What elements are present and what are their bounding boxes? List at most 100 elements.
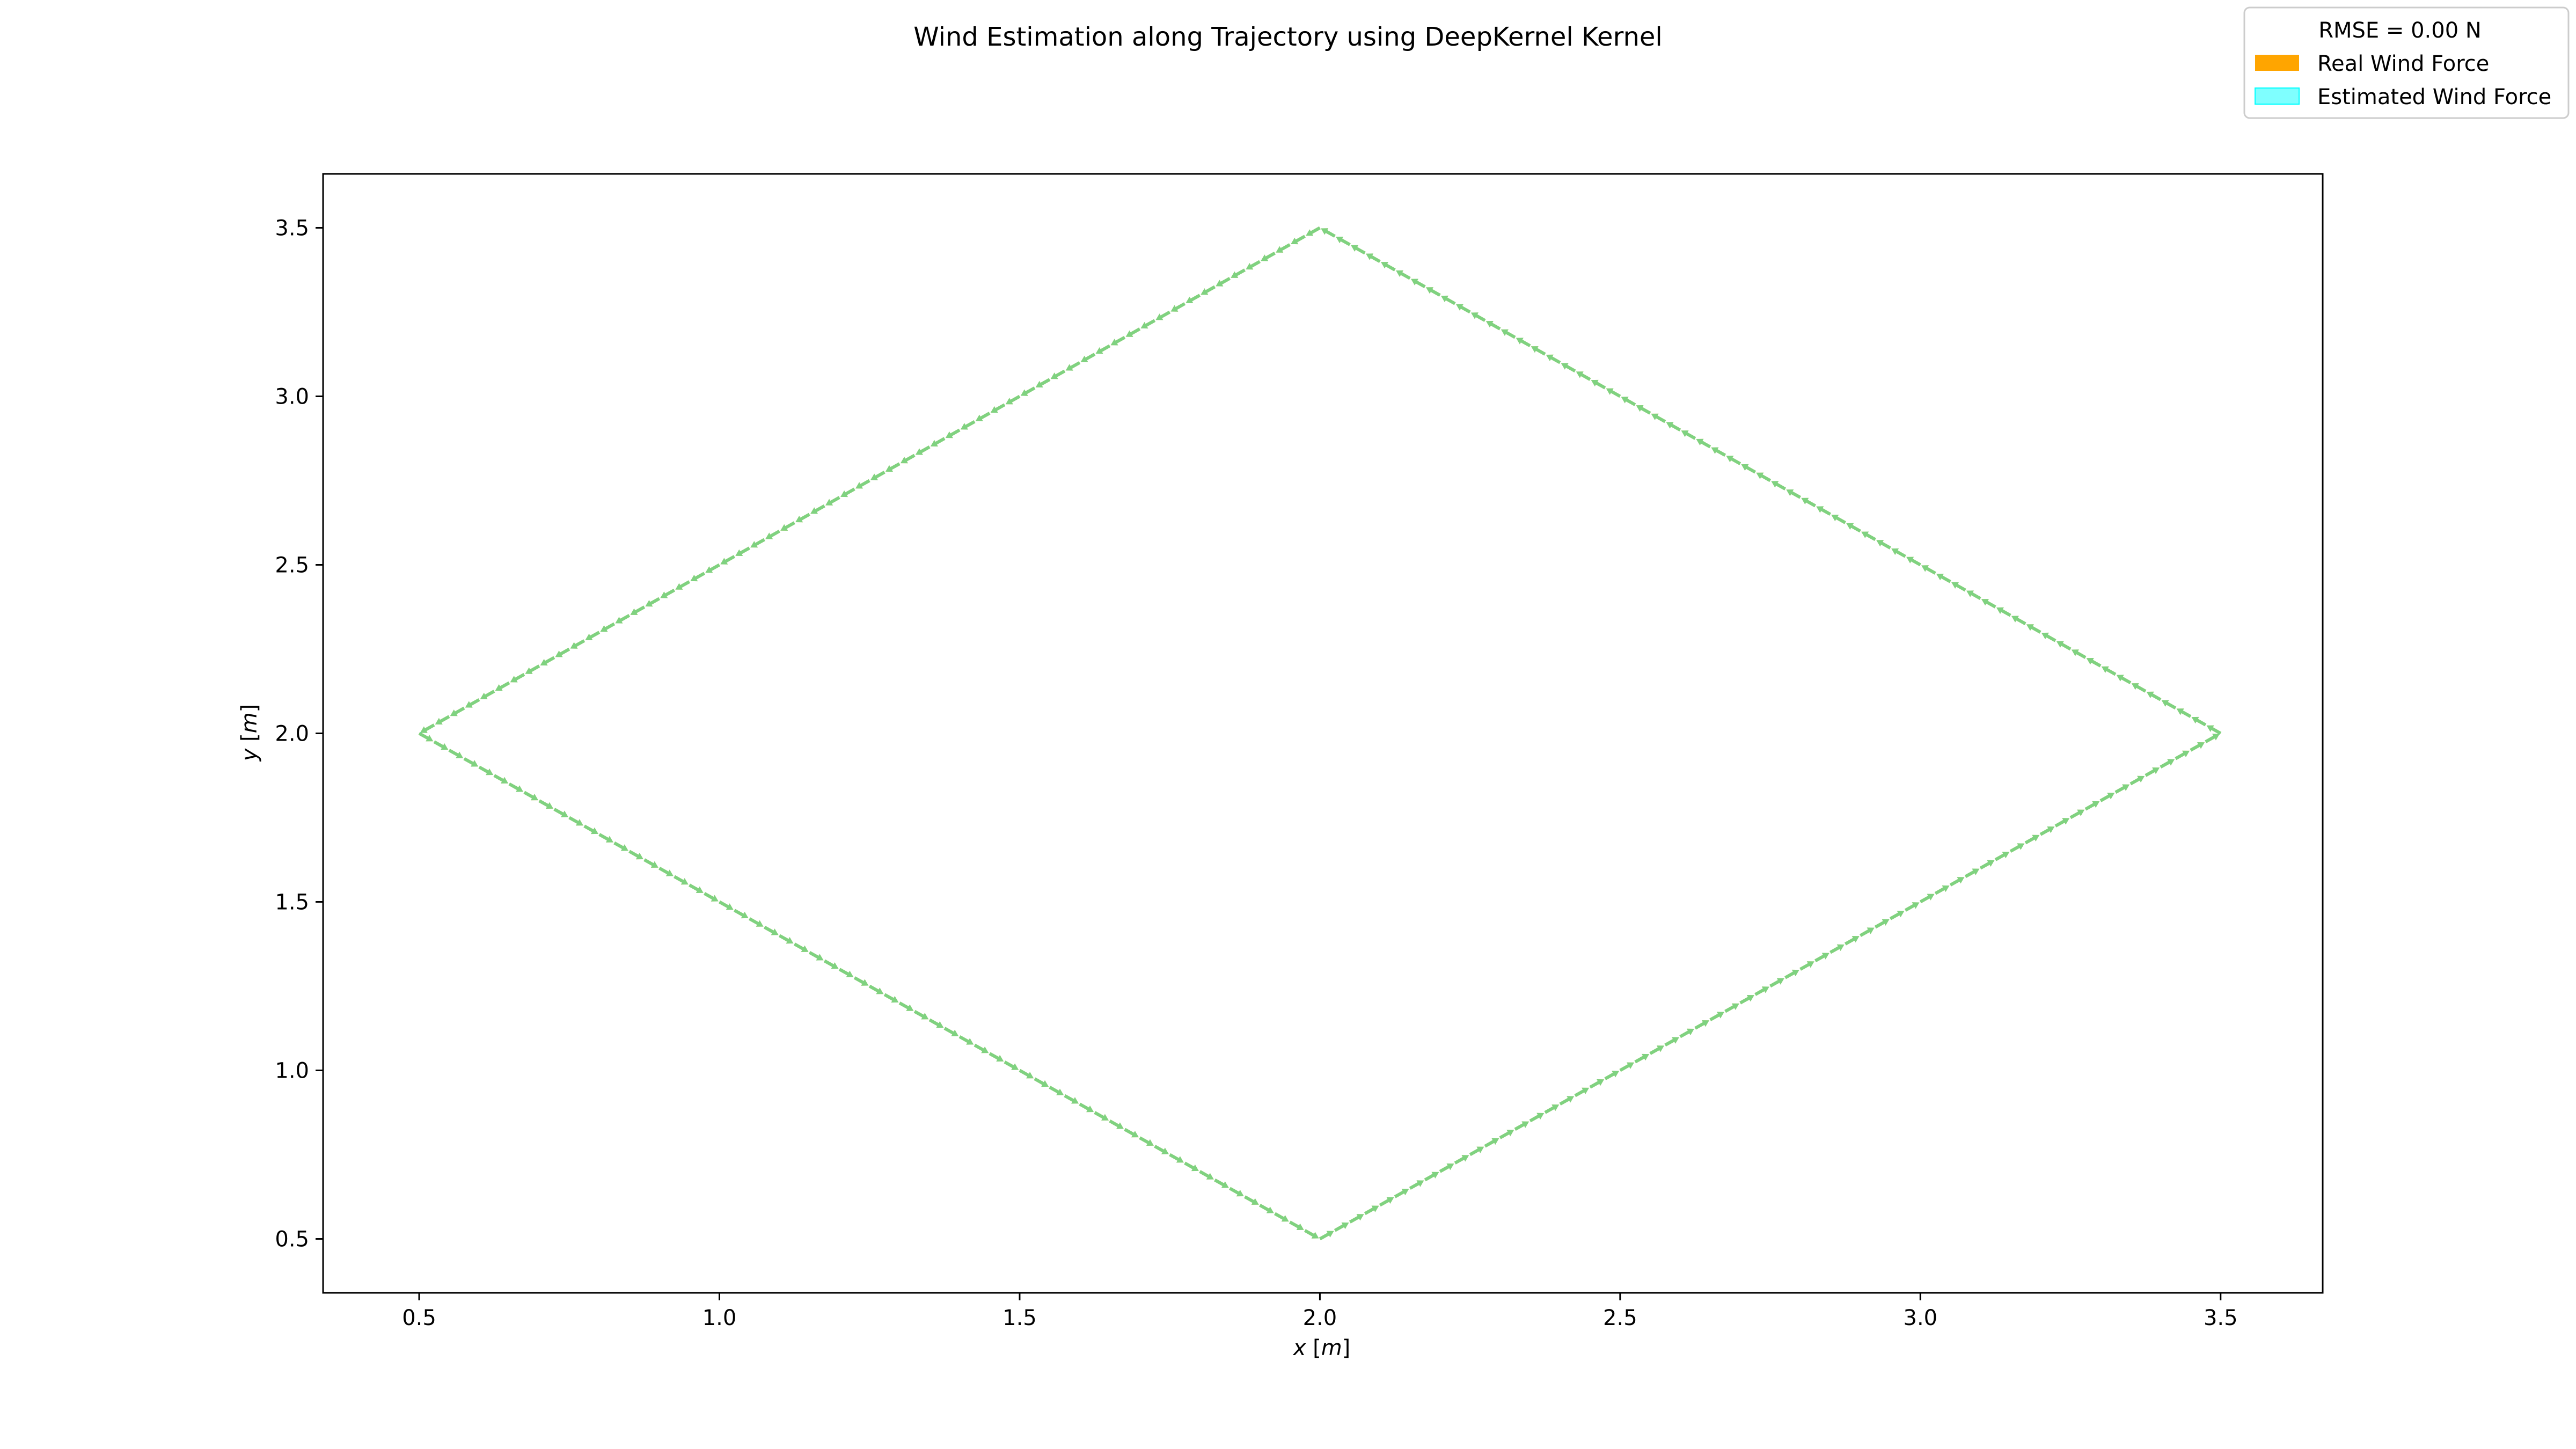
estimated-wind-arrow	[1516, 338, 1531, 347]
estimated-wind-arrow	[1095, 344, 1111, 354]
estimated-wind-arrow	[1861, 531, 1876, 541]
estimated-wind-arrow	[1034, 1077, 1049, 1087]
estimated-wind-arrow	[1064, 1094, 1079, 1104]
estimated-wind-arrow	[1846, 523, 1861, 533]
estimated-wind-arrow	[553, 808, 568, 817]
estimated-wind-arrow	[1979, 860, 1995, 870]
legend-title: RMSE = 0.00 N	[2318, 18, 2482, 43]
estimated-wind-arrow	[448, 749, 464, 758]
x-axis: 0.5 1.0 1.5 2.0 2.5 3.0 3.5	[402, 1293, 2238, 1330]
estimated-wind-arrow	[510, 673, 525, 683]
estimated-wind-arrow	[930, 437, 946, 447]
estimated-wind-arrow	[2071, 649, 2087, 659]
chart-title: Wind Estimation along Trajectory using D…	[913, 22, 1663, 52]
estimated-wind-arrow	[1619, 1062, 1634, 1072]
estimated-wind-arrow	[1140, 319, 1156, 329]
x-tick-label: 0.5	[402, 1306, 436, 1330]
estimated-wind-arrow	[763, 926, 779, 935]
estimated-wind-arrow	[1484, 1138, 1499, 1148]
estimated-wind-arrow	[1561, 363, 1576, 372]
estimated-wind-arrow	[1606, 388, 1621, 398]
x-tick-label: 2.0	[1303, 1306, 1337, 1330]
real-wind-arrows	[418, 226, 2222, 1241]
estimated-wind-arrow	[1289, 1220, 1304, 1230]
y-tick-label: 2.5	[275, 553, 309, 577]
estimated-wind-arrow	[2069, 809, 2085, 819]
estimated-wind-arrow	[450, 706, 465, 716]
estimated-wind-arrow	[720, 555, 735, 565]
estimated-wind-arrow	[463, 757, 479, 767]
estimated-wind-arrow	[1919, 894, 1935, 904]
estimated-wind-arrow	[1274, 1212, 1289, 1222]
estimated-wind-arrow	[1771, 481, 1786, 491]
estimated-wind-arrow	[1996, 607, 2011, 617]
estimated-wind-arrow	[1049, 1086, 1064, 1095]
estimated-wind-arrow	[2011, 616, 2026, 625]
estimated-wind-arrow	[2145, 767, 2160, 777]
plot-area	[322, 173, 2324, 1294]
estimated-wind-arrow	[1154, 1145, 1169, 1154]
estimated-wind-arrow	[660, 589, 675, 598]
estimated-wind-arrow	[870, 471, 885, 480]
estimated-wind-arrow	[990, 403, 1006, 413]
x-tick-label: 1.5	[1002, 1306, 1037, 1330]
estimated-wind-arrow	[2056, 641, 2072, 651]
estimated-wind-arrow	[2161, 700, 2177, 709]
estimated-wind-arrow	[598, 833, 613, 843]
estimated-wind-arrow	[1229, 1187, 1244, 1197]
estimated-wind-arrow	[1035, 378, 1051, 387]
estimated-wind-arrow	[1621, 397, 1636, 406]
estimated-wind-arrow	[928, 1018, 944, 1028]
y-axis: 0.5 1.0 1.5 2.0 2.5 3.0 3.5	[275, 216, 323, 1252]
estimated-wind-arrow	[855, 479, 870, 489]
estimated-wind-arrow	[1694, 1020, 1709, 1030]
estimated-wind-arrow	[810, 504, 825, 514]
estimated-wind-arrow	[1276, 243, 1291, 253]
y-tick-label: 1.0	[275, 1059, 309, 1084]
estimated-wind-arrow	[960, 420, 976, 430]
estimated-wind-arrow	[570, 639, 586, 649]
estimated-wind-arrow	[615, 614, 631, 624]
estimated-wind-arrow	[1889, 911, 1905, 920]
estimated-wind-arrow	[719, 900, 734, 910]
estimated-wind-arrow	[734, 909, 749, 919]
estimated-wind-arrow	[1949, 877, 1965, 887]
estimated-wind-arrow	[1906, 557, 1921, 567]
estimated-wind-arrow	[1379, 1197, 1394, 1207]
estimated-wind-arrow	[2099, 793, 2115, 802]
estimated-wind-arrow	[1591, 379, 1606, 390]
estimated-wind-arrow	[1666, 422, 1681, 431]
estimated-wind-arrow	[1005, 394, 1021, 405]
estimated-wind-arrow	[989, 1052, 1004, 1062]
estimated-wind-arrow	[2054, 818, 2070, 828]
estimated-wind-arrow	[1964, 868, 1980, 878]
estimated-wind-arrow	[1456, 304, 1471, 314]
estimated-wind-arrow	[1546, 354, 1561, 364]
estimated-wind-arrow	[1306, 226, 1321, 236]
estimated-wind-arrows	[418, 226, 2222, 1241]
estimated-wind-arrow	[1934, 885, 1950, 895]
estimated-wind-arrow	[1966, 590, 1981, 600]
estimated-wind-arrow	[1711, 447, 1726, 457]
legend-frame	[2243, 6, 2570, 119]
estimated-wind-arrow	[674, 875, 689, 885]
estimated-wind-arrow	[1454, 1155, 1469, 1165]
estimated-wind-arrow	[705, 563, 720, 573]
estimated-wind-arrow	[1531, 346, 1546, 356]
estimated-wind-arrow	[433, 740, 449, 750]
estimated-wind-arrow	[2129, 775, 2145, 786]
estimated-wind-arrow	[1845, 936, 1860, 946]
estimated-wind-arrow	[675, 580, 690, 590]
estimated-wind-arrow	[853, 976, 869, 986]
estimated-wind-arrow	[1259, 1204, 1274, 1213]
estimated-wind-arrow	[418, 731, 434, 742]
y-axis-label: y [m]	[237, 704, 262, 762]
estimated-wind-arrow	[1470, 312, 1486, 322]
estimated-wind-arrow	[1664, 1037, 1679, 1046]
estimated-wind-arrow	[1094, 1111, 1109, 1121]
estimated-wind-arrow	[585, 631, 601, 640]
estimated-wind-arrow	[1439, 1163, 1454, 1173]
y-tick-label: 3.5	[275, 216, 309, 240]
estimated-wind-arrow	[795, 513, 810, 523]
estimated-wind-arrow	[1246, 260, 1261, 270]
